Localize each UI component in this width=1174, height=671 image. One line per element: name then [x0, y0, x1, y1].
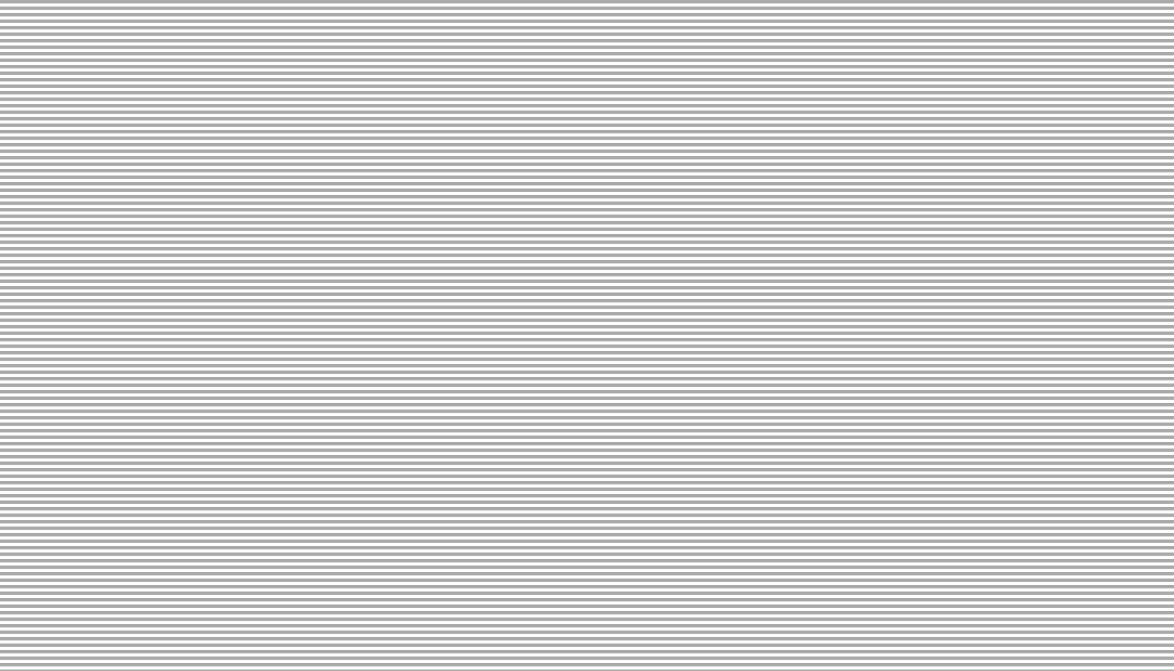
background-stripes — [0, 0, 1174, 671]
population-ridgeline-map — [0, 0, 1174, 671]
